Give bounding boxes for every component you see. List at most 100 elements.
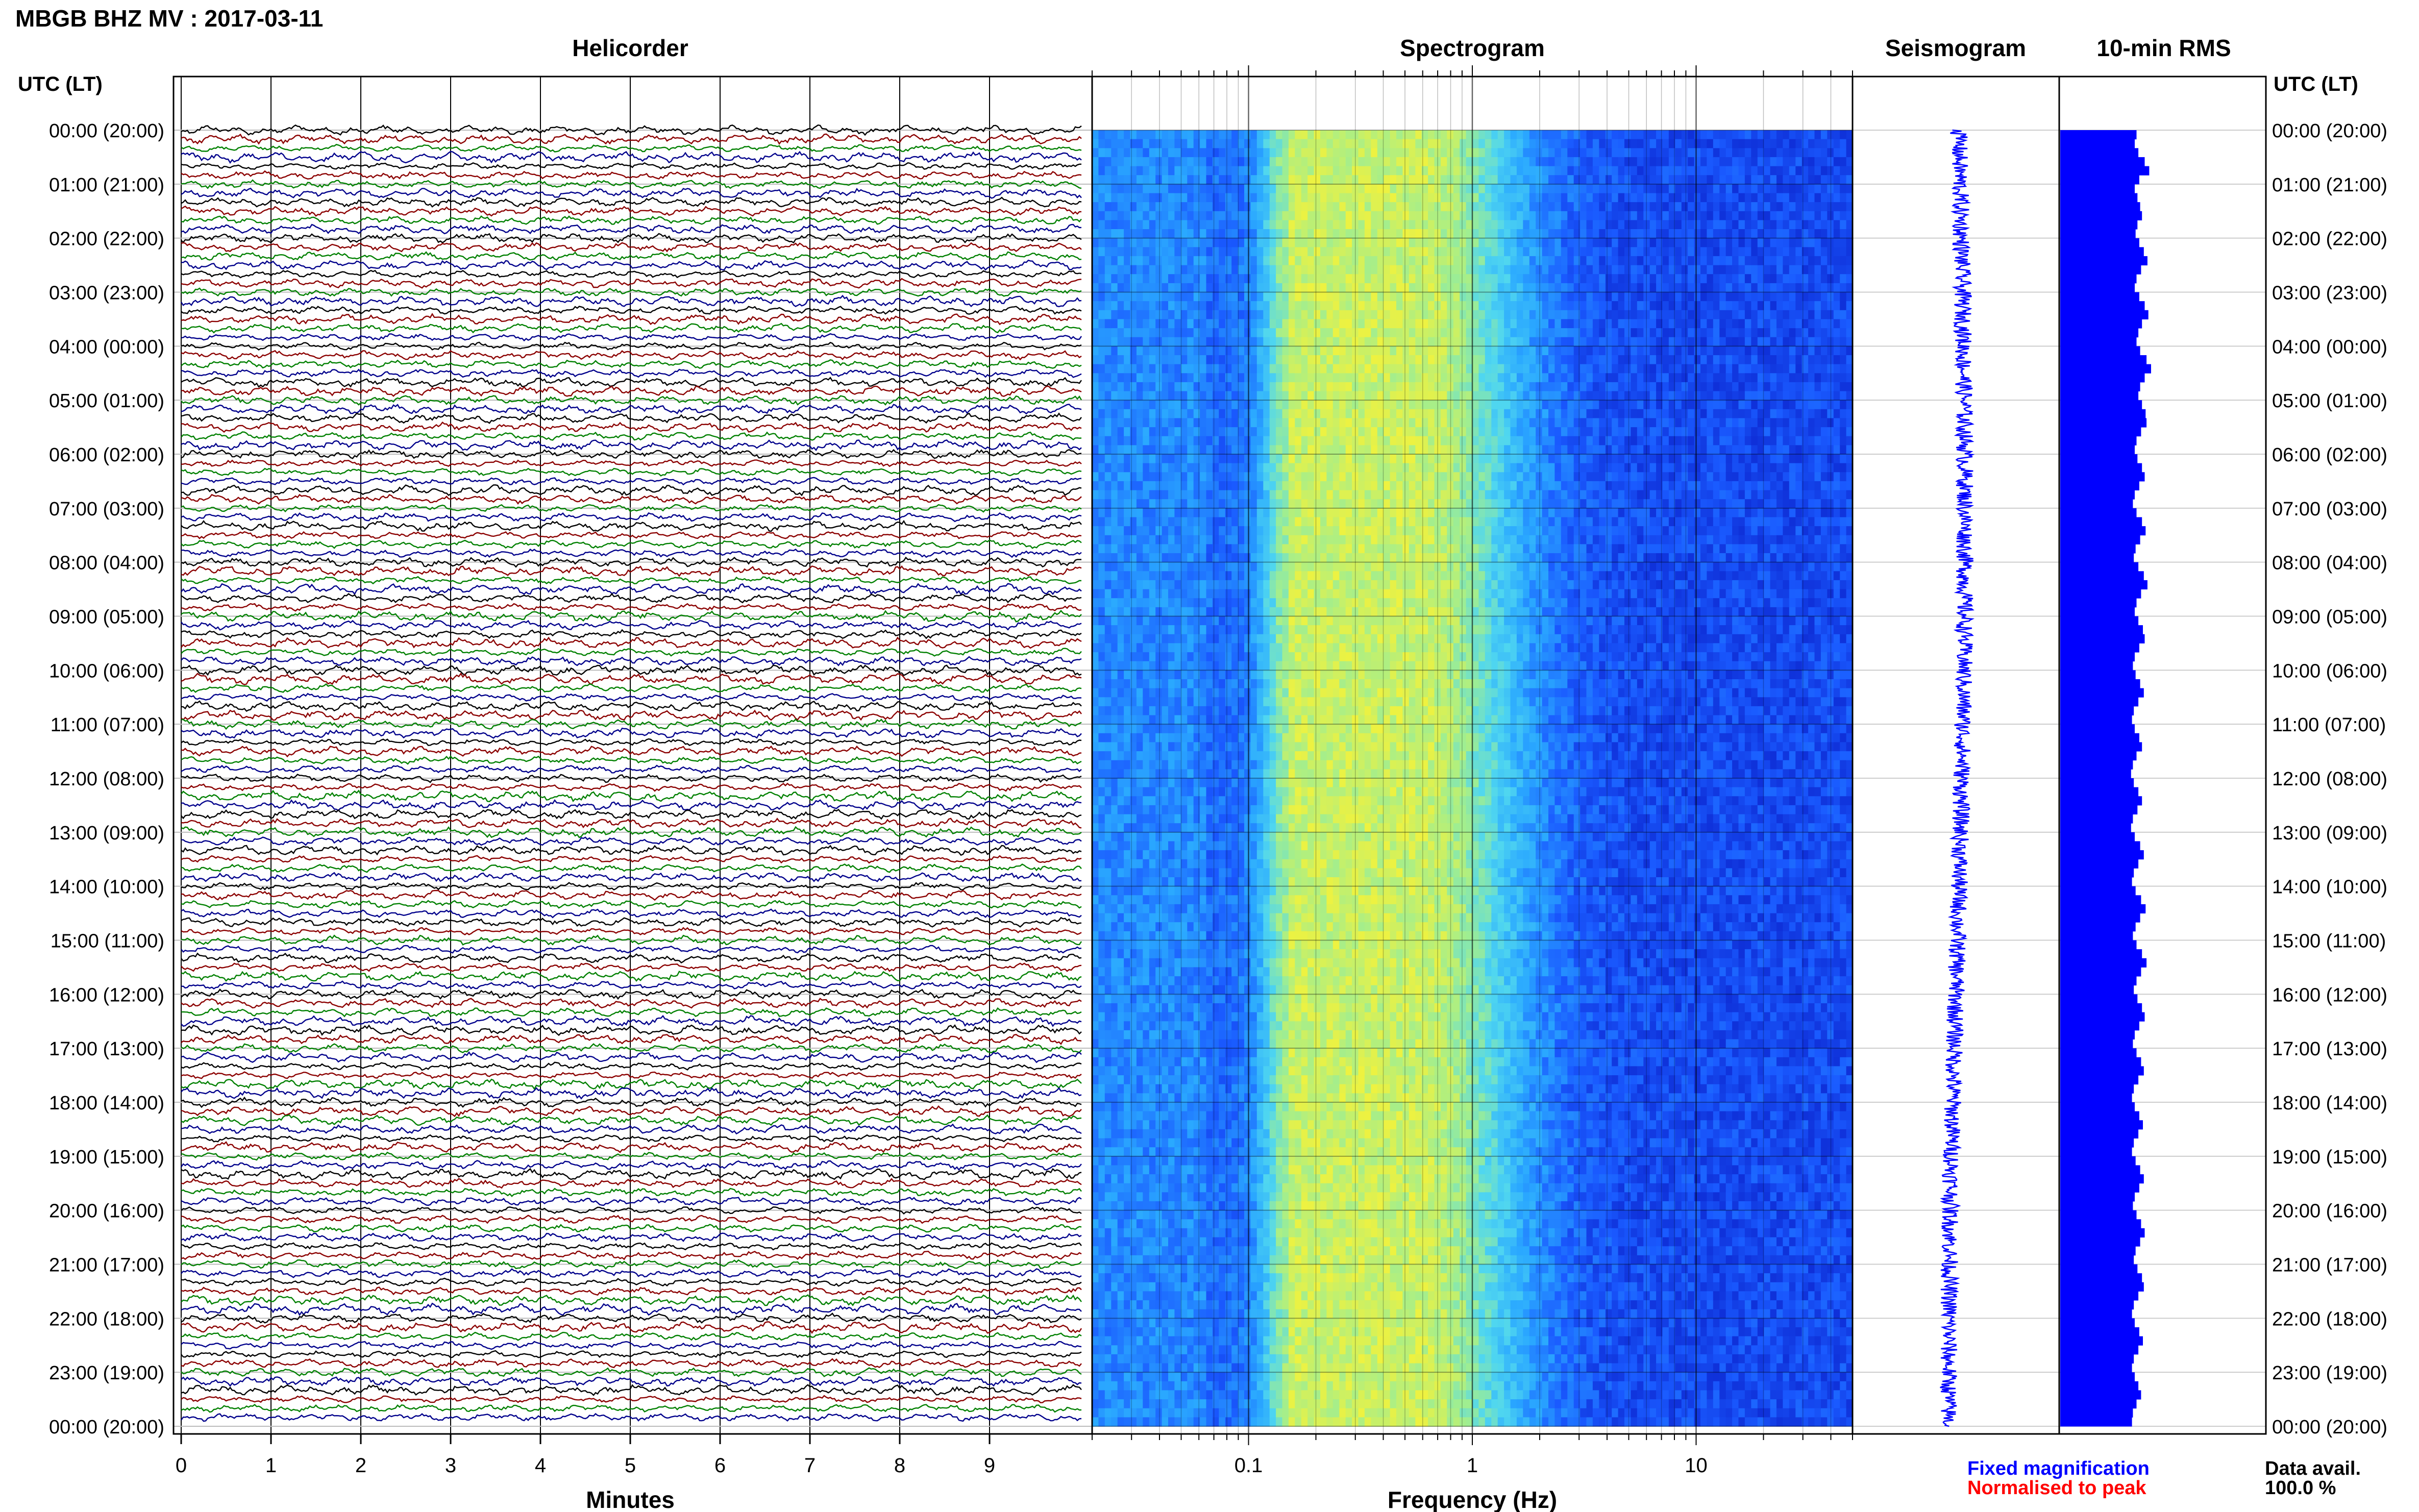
spectrogram-cell [1200,1012,1206,1022]
spectrogram-cell [1225,427,1232,436]
spectrogram-cell [1168,1093,1175,1102]
spectrogram-cell [1301,868,1308,877]
spectrogram-cell [1200,688,1206,698]
spectrogram-cell [1174,1066,1181,1075]
spectrogram-cell [1181,1228,1188,1237]
spectrogram-cell [1257,958,1264,968]
spectrogram-cell [1231,787,1238,797]
spectrogram-cell [1111,175,1118,184]
spectrogram-cell [1098,1147,1105,1156]
spectrogram-cell [1200,292,1206,302]
spectrogram-cell [1168,877,1175,886]
spectrogram-cell [1219,679,1225,688]
spectrogram-cell [1200,679,1206,688]
spectrogram-cell [1105,1012,1112,1022]
spectrogram-cell [1307,229,1314,238]
spectrogram-cell [1301,373,1308,382]
spectrogram-cell [1200,796,1206,805]
spectrogram-cell [1263,1273,1270,1282]
spectrogram-cell [1168,922,1175,931]
spectrogram-cell [1225,535,1232,544]
spectrogram-cell [1187,157,1194,166]
spectrogram-cell [1155,895,1162,904]
spectrogram-cell [1111,1166,1118,1175]
spectrogram-cell [1098,598,1105,607]
spectrogram-cell [1155,859,1162,869]
spectrogram-cell [1149,1417,1156,1426]
spectrogram-cell [1250,508,1257,517]
spectrogram-cell [1092,1039,1099,1049]
spectrogram-cell [1276,391,1282,401]
spectrogram-cell [1155,1030,1162,1039]
spectrogram-cell [1231,463,1238,473]
spectrogram-cell [1181,571,1188,580]
spectrogram-cell [1238,1300,1245,1309]
spectrogram-cell [1162,472,1169,481]
spectrogram-cell [1219,1120,1225,1129]
spectrogram-cell [1200,859,1206,869]
spectrogram-cell [1111,796,1118,805]
spectrogram-cell [1149,913,1156,923]
spectrogram-cell [1270,1030,1276,1039]
spectrogram-cell [1206,220,1213,229]
spectrogram-cell [1098,1345,1105,1354]
spectrogram-cell [1289,517,1295,527]
spectrogram-cell [1263,1300,1270,1309]
spectrogram-cell [1289,994,1295,1003]
spectrogram-cell [1187,1183,1194,1193]
spectrogram-cell [1181,382,1188,391]
spectrogram-cell [1301,454,1308,463]
spectrogram-cell [1263,1174,1270,1183]
spectrogram-cell [1137,553,1143,562]
spectrogram-cell [1137,229,1143,238]
spectrogram-cell [1276,400,1282,409]
spectrogram-cell [1206,985,1213,995]
spectrogram-cell [1219,652,1225,661]
spectrogram-cell [1263,364,1270,374]
spectrogram-cell [1295,589,1301,599]
spectrogram-cell [1174,1030,1181,1039]
spectrogram-cell [1276,850,1282,859]
spectrogram-cell [1092,1219,1099,1228]
spectrogram-cell [1105,1147,1112,1156]
spectrogram-cell [1181,580,1188,589]
spectrogram-cell [1289,1012,1295,1022]
spectrogram-cell [1257,319,1264,328]
spectrogram-cell [1130,814,1137,824]
spectrogram-cell [1295,742,1301,751]
spectrogram-cell [1257,1265,1264,1274]
spectrogram-cell [1155,427,1162,436]
spectrogram-cell [1263,616,1270,626]
spectrogram-cell [1219,598,1225,607]
spectrogram-cell [1225,670,1232,679]
spectrogram-cell [1181,1156,1188,1166]
spectrogram-cell [1168,1012,1175,1022]
spectrogram-cell [1206,238,1213,247]
spectrogram-cell [1143,1048,1149,1057]
spectrogram-cell [1155,787,1162,797]
spectrogram-cell [1276,337,1282,346]
spectrogram-cell [1105,850,1112,859]
spectrogram-cell [1225,445,1232,454]
spectrogram-cell [1282,1021,1289,1030]
spectrogram-cell [1137,526,1143,535]
spectrogram-cell [1187,598,1194,607]
spectrogram-cell [1238,463,1245,473]
spectrogram-cell [1130,841,1137,851]
spectrogram-cell [1111,1228,1118,1237]
spectrogram-cell [1155,1364,1162,1373]
spectrogram-cell [1187,508,1194,517]
spectrogram-cell [1092,391,1099,401]
spectrogram-cell [1098,1021,1105,1030]
time-axis-label-left: UTC (LT) [18,73,103,95]
spectrogram-cell [1301,967,1308,976]
spectrogram-cell [1225,1120,1232,1129]
spectrogram-cell [1162,733,1169,742]
spectrogram-cell [1263,1003,1270,1012]
spectrogram-cell [1219,1345,1225,1354]
spectrogram-cell [1289,355,1295,364]
spectrogram-cell [1270,1309,1276,1319]
spectrogram-cell [1098,823,1105,832]
spectrogram-cell [1257,436,1264,445]
spectrogram-cell [1143,1057,1149,1067]
